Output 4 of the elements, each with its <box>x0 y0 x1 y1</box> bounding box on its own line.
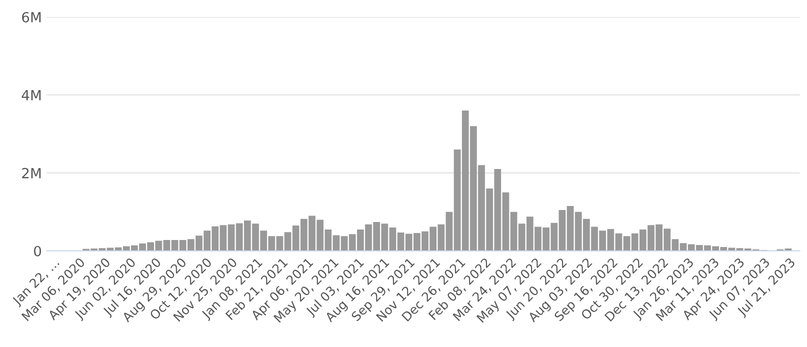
y-tick-label: 2M <box>22 168 41 178</box>
y-tick-label: 6M <box>22 12 41 22</box>
y-tick-label: 4M <box>22 90 41 100</box>
y-tick-label: 0 <box>34 246 42 256</box>
